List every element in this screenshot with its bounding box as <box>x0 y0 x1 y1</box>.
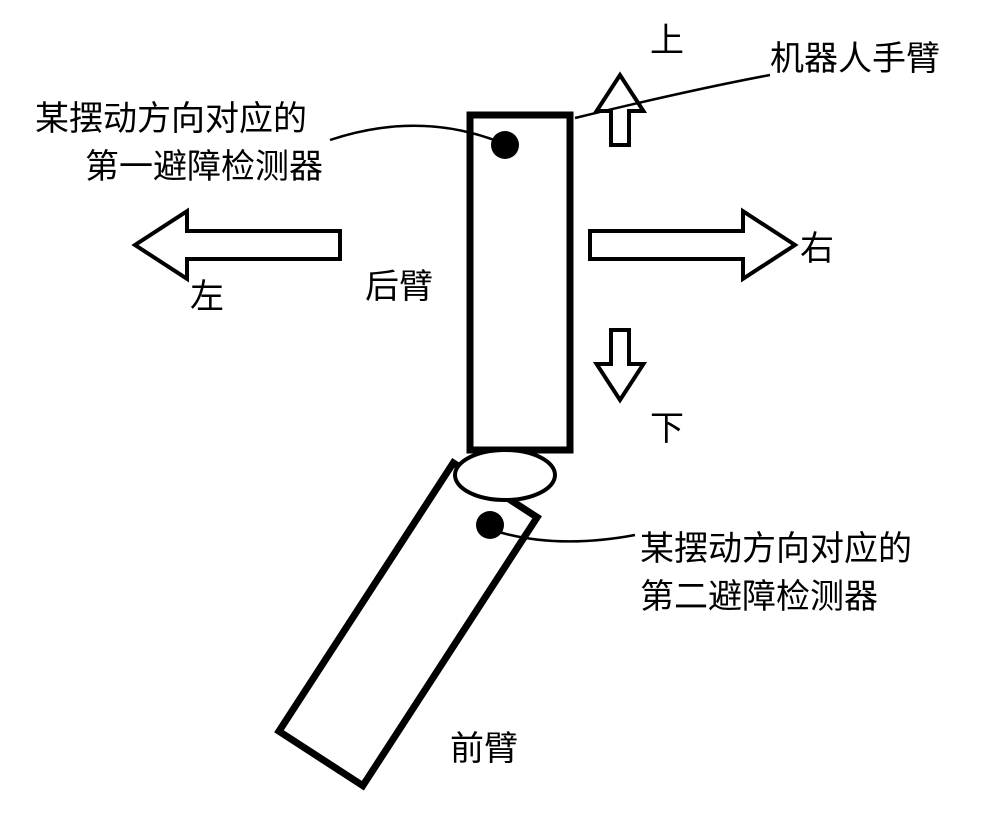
label-front-arm: 前臂 <box>450 730 518 768</box>
detector-1-dot <box>491 131 519 159</box>
joint <box>455 450 555 500</box>
rear-arm <box>470 115 570 450</box>
label-left: 左 <box>190 278 224 316</box>
label-robot-arm: 机器人手臂 <box>770 40 940 78</box>
label-up: 上 <box>650 23 684 60</box>
label-detector-2-line1: 某摆动方向对应的 <box>640 530 912 568</box>
label-right: 右 <box>800 230 834 268</box>
label-down: 下 <box>650 411 684 448</box>
label-rear-arm: 后臂 <box>365 268 433 306</box>
detector-2-dot <box>476 511 504 539</box>
label-detector-2-line2: 第二避障检测器 <box>640 578 878 616</box>
label-detector-1-line2: 第一避障检测器 <box>85 148 323 186</box>
label-detector-1-line1: 某摆动方向对应的 <box>35 100 307 138</box>
